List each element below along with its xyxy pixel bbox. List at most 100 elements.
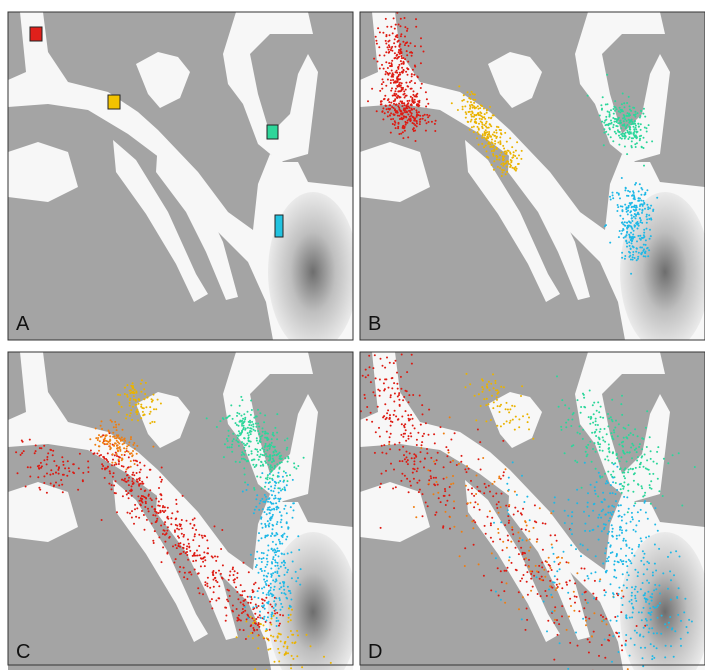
particle <box>648 603 650 605</box>
particle <box>612 194 614 196</box>
particle <box>525 529 527 531</box>
particle <box>151 421 153 423</box>
particle <box>684 598 686 600</box>
particle <box>514 491 516 493</box>
particle <box>401 460 403 462</box>
particle <box>676 597 678 599</box>
particle <box>414 101 416 103</box>
particle <box>661 615 663 617</box>
particle <box>608 111 610 113</box>
particle <box>392 113 394 115</box>
particle <box>397 41 399 43</box>
particle <box>397 126 399 128</box>
particle <box>630 210 632 212</box>
particle <box>492 134 494 136</box>
particle <box>225 607 227 609</box>
particle <box>389 362 391 364</box>
particle <box>214 555 216 557</box>
particle <box>619 515 621 517</box>
particle <box>599 449 601 451</box>
particle <box>257 590 259 592</box>
particle <box>506 166 508 168</box>
particle <box>571 445 573 447</box>
particle <box>271 614 273 616</box>
particle <box>481 386 483 388</box>
particle <box>40 462 42 464</box>
particle <box>111 421 113 423</box>
particle <box>186 545 188 547</box>
particle <box>266 554 268 556</box>
particle <box>623 475 625 477</box>
particle <box>602 417 604 419</box>
particle <box>375 36 377 38</box>
particle <box>571 515 573 517</box>
particle <box>118 437 120 439</box>
particle <box>521 528 523 530</box>
particle <box>273 435 275 437</box>
particle <box>133 442 135 444</box>
particle <box>627 490 629 492</box>
particle <box>513 514 515 516</box>
particle <box>263 616 265 618</box>
particle <box>458 85 460 87</box>
particle <box>618 423 620 425</box>
particle <box>449 528 451 530</box>
particle <box>481 137 483 139</box>
particle <box>385 51 387 53</box>
particle <box>398 85 400 87</box>
particle <box>479 441 481 443</box>
particle <box>413 478 415 480</box>
particle <box>624 467 626 469</box>
particle <box>215 560 217 562</box>
particle <box>615 500 617 502</box>
particle <box>149 413 151 415</box>
particle <box>391 387 393 389</box>
particle <box>264 600 266 602</box>
particle <box>639 135 641 137</box>
particle <box>183 544 185 546</box>
particle <box>374 452 376 454</box>
particle <box>638 197 640 199</box>
particle <box>601 476 603 478</box>
particle <box>254 596 256 598</box>
particle <box>180 553 182 555</box>
particle <box>97 439 99 441</box>
particle <box>413 453 415 455</box>
particle <box>625 236 627 238</box>
particle <box>417 468 419 470</box>
particle <box>266 576 268 578</box>
particle <box>619 230 621 232</box>
particle <box>437 492 439 494</box>
particle <box>549 580 551 582</box>
particle <box>530 573 532 575</box>
particle <box>279 582 281 584</box>
particle <box>649 473 651 475</box>
particle <box>554 582 556 584</box>
particle <box>511 529 513 531</box>
particle <box>596 410 598 412</box>
particle <box>503 156 505 158</box>
particle <box>264 414 266 416</box>
particle <box>257 635 259 637</box>
particle <box>572 413 574 415</box>
particle <box>609 517 611 519</box>
particle <box>677 614 679 616</box>
particle <box>402 41 404 43</box>
particle <box>517 532 519 534</box>
particle <box>522 539 524 541</box>
particle <box>630 226 632 228</box>
particle <box>624 258 626 260</box>
particle <box>497 405 499 407</box>
particle <box>110 419 112 421</box>
particle <box>100 454 102 456</box>
particle <box>649 436 651 438</box>
particle <box>621 252 623 254</box>
particle <box>253 417 255 419</box>
particle <box>126 481 128 483</box>
particle <box>523 558 525 560</box>
particle <box>407 459 409 461</box>
particle <box>124 438 126 440</box>
particle <box>122 495 124 497</box>
particle <box>271 532 273 534</box>
particle <box>295 468 297 470</box>
